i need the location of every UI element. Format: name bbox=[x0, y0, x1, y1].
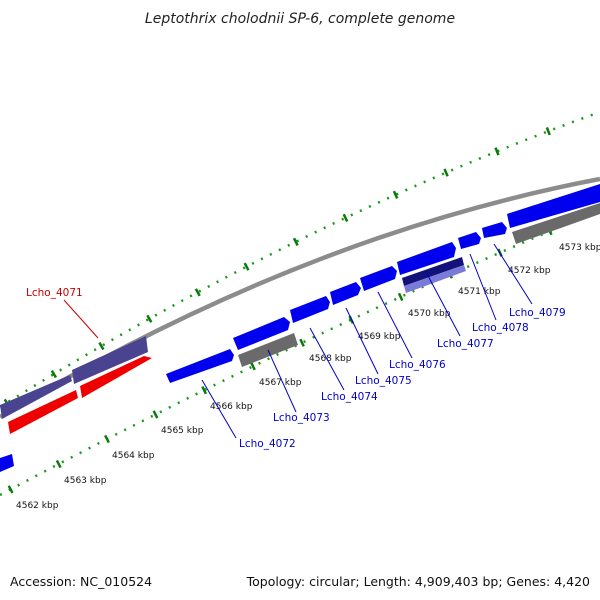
gene-label-4078[interactable]: Lcho_4078 bbox=[472, 322, 529, 334]
gene-red-1[interactable] bbox=[8, 390, 78, 434]
ruler-major-tick bbox=[146, 314, 153, 323]
ruler-major-tick bbox=[55, 459, 62, 469]
leader-lines bbox=[63, 243, 533, 439]
genome-summary-text: Topology: circular; Length: 4,909,403 bp… bbox=[246, 574, 590, 589]
inner-major-ticks bbox=[7, 226, 553, 494]
gene-lavender[interactable] bbox=[404, 265, 466, 293]
leader-line-4076 bbox=[377, 291, 413, 359]
gene-blue-4077[interactable] bbox=[397, 242, 456, 275]
gene-labels: Lcho_4071 Lcho_4072 Lcho_4073 Lcho_4074 … bbox=[26, 287, 566, 450]
gene-label-4072[interactable]: Lcho_4072 bbox=[239, 438, 296, 450]
scale-label-4565: 4565 kbp bbox=[161, 426, 204, 436]
scale-label-4573: 4573 kbp bbox=[559, 243, 600, 253]
leader-line-4077 bbox=[425, 271, 461, 337]
gene-blue-4073[interactable] bbox=[233, 317, 290, 350]
gene-label-4075[interactable]: Lcho_4075 bbox=[355, 375, 412, 387]
gene-blue-4079[interactable] bbox=[482, 222, 507, 238]
leader-line-4075 bbox=[345, 307, 379, 375]
gene-blue-right[interactable] bbox=[507, 184, 600, 228]
gene-navy[interactable] bbox=[402, 257, 464, 286]
gene-red-2[interactable] bbox=[80, 356, 152, 398]
gene-blue-4074[interactable] bbox=[290, 296, 330, 323]
ruler-major-tick bbox=[545, 127, 551, 136]
ruler-major-tick bbox=[98, 341, 105, 351]
leader-line-4071 bbox=[63, 299, 99, 339]
gene-label-4073[interactable]: Lcho_4073 bbox=[273, 412, 330, 424]
scale-label-4563: 4563 kbp bbox=[64, 476, 107, 486]
leader-line-4072 bbox=[201, 379, 237, 439]
scale-label-4568: 4568 kbp bbox=[309, 354, 352, 364]
leader-line-4073 bbox=[267, 349, 297, 413]
map-title: Leptothrix cholodnii SP-6, complete geno… bbox=[145, 11, 455, 27]
scale-label-4562: 4562 kbp bbox=[16, 501, 59, 511]
leader-line-4078 bbox=[469, 253, 497, 321]
ruler-major-tick bbox=[50, 369, 58, 379]
gene-slate-1[interactable] bbox=[0, 375, 72, 419]
inner-ruler-dots bbox=[0, 208, 600, 497]
scale-label-4570: 4570 kbp bbox=[408, 309, 451, 319]
gene-track bbox=[0, 184, 600, 472]
outer-major-ticks bbox=[3, 127, 551, 407]
gene-gray-2[interactable] bbox=[512, 203, 600, 244]
accession-text: Accession: NC_010524 bbox=[10, 574, 152, 589]
gene-blue-4075[interactable] bbox=[330, 282, 361, 305]
gene-label-4076[interactable]: Lcho_4076 bbox=[389, 359, 446, 371]
outer-ruler bbox=[0, 110, 600, 409]
ruler-major-tick bbox=[250, 362, 256, 371]
gene-blue-4078[interactable] bbox=[458, 232, 481, 249]
ruler-major-tick bbox=[443, 168, 449, 177]
ruler-major-tick bbox=[104, 434, 110, 444]
leader-line-4074 bbox=[309, 327, 345, 391]
ruler-major-tick bbox=[397, 292, 404, 302]
scale-label-4566: 4566 kbp bbox=[210, 402, 253, 412]
inner-ruler bbox=[0, 208, 600, 497]
gene-label-4071[interactable]: Lcho_4071 bbox=[26, 287, 83, 299]
scale-label-4571: 4571 kbp bbox=[458, 287, 501, 297]
ruler-major-tick bbox=[152, 410, 159, 419]
scale-label-4569: 4569 kbp bbox=[358, 332, 401, 342]
scale-label-4564: 4564 kbp bbox=[112, 451, 155, 461]
ruler-major-tick bbox=[194, 288, 201, 297]
scale-label-4567: 4567 kbp bbox=[259, 378, 302, 388]
leader-line-4079 bbox=[493, 243, 533, 305]
ruler-major-tick bbox=[201, 386, 208, 395]
ruler-major-tick bbox=[299, 338, 305, 347]
gene-blue-4072[interactable] bbox=[166, 349, 234, 383]
ruler-major-tick bbox=[292, 237, 299, 246]
gene-blue-left-edge[interactable] bbox=[0, 454, 14, 472]
ruler-major-tick bbox=[243, 262, 250, 271]
ruler-major-tick bbox=[392, 190, 399, 199]
gene-label-4074[interactable]: Lcho_4074 bbox=[321, 391, 378, 403]
gene-label-4079[interactable]: Lcho_4079 bbox=[509, 307, 566, 319]
ruler-major-tick bbox=[342, 213, 349, 223]
ruler-major-tick bbox=[494, 147, 500, 156]
scale-label-4572: 4572 kbp bbox=[508, 266, 551, 276]
gene-slate-2[interactable] bbox=[72, 336, 148, 384]
gene-blue-4076[interactable] bbox=[360, 266, 397, 291]
ruler-major-tick bbox=[7, 485, 14, 494]
gene-label-4077[interactable]: Lcho_4077 bbox=[437, 338, 494, 350]
scale-labels: 4562 kbp 4563 kbp 4564 kbp 4565 kbp 4566… bbox=[16, 243, 600, 511]
